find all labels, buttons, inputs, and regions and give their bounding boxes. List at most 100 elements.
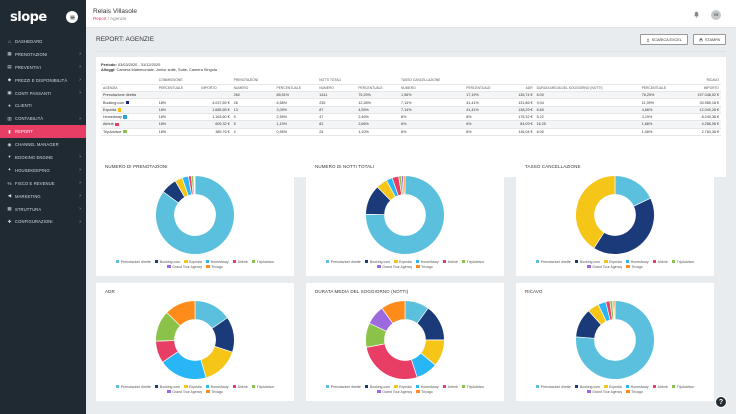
legend-item[interactable]: Grand Tour Agency bbox=[377, 264, 412, 269]
donut-slice-trivago[interactable] bbox=[166, 300, 196, 327]
legend-item[interactable]: Trivago bbox=[206, 389, 223, 394]
legend-item[interactable]: Expedia bbox=[604, 259, 622, 264]
sidebar-item-fisco-e-revenue[interactable]: % Fisco e revenue › bbox=[0, 177, 86, 190]
cell-pren-num: 260 bbox=[231, 91, 275, 100]
legend-item[interactable]: TripAdvisor bbox=[251, 259, 274, 264]
column-header[interactable]: Percentuale bbox=[274, 84, 318, 93]
column-header[interactable]: Importo bbox=[682, 84, 721, 93]
app-logo[interactable]: slope bbox=[10, 9, 47, 25]
donut-slice-airbnb[interactable] bbox=[365, 343, 418, 380]
legend-item[interactable]: HomeAway bbox=[625, 384, 649, 389]
donut-slice-prenotazioni-dirette[interactable] bbox=[575, 300, 655, 380]
sidebar-item-configurazioni[interactable]: ✚ Configurazioni › bbox=[0, 215, 86, 228]
column-header[interactable]: Numero bbox=[399, 84, 465, 93]
donut-slice-expedia[interactable] bbox=[200, 345, 233, 379]
legend-item[interactable]: Airbnb bbox=[652, 384, 668, 389]
donut-slice-booking-com[interactable] bbox=[593, 197, 655, 255]
column-header[interactable]: Importo bbox=[199, 84, 232, 93]
legend-item[interactable]: Expedia bbox=[184, 259, 202, 264]
legend-item[interactable]: Airbnb bbox=[442, 259, 458, 264]
avatar[interactable]: VS bbox=[711, 10, 721, 20]
legend-item[interactable]: Airbnb bbox=[442, 384, 458, 389]
donut-slice-trivago[interactable] bbox=[613, 300, 616, 320]
legend-item[interactable]: HomeAway bbox=[205, 384, 229, 389]
legend-item[interactable]: Grand Tour Agency bbox=[377, 389, 412, 394]
sidebar-item-housekeeping[interactable]: ✦ Housekeeping › bbox=[0, 164, 86, 177]
help-button[interactable]: ? bbox=[715, 396, 727, 408]
hotel-name[interactable]: Relais Villasole bbox=[93, 8, 137, 15]
legend-label: Expedia bbox=[189, 259, 202, 264]
legend-item[interactable]: Grand Tour Agency bbox=[167, 389, 202, 394]
legend-item[interactable]: Prenotazioni dirette bbox=[115, 384, 151, 389]
legend-item[interactable]: Expedia bbox=[604, 384, 622, 389]
chevron-right-icon: › bbox=[79, 51, 81, 58]
column-header[interactable]: Percentuale bbox=[156, 84, 200, 93]
sidebar-item-prezzi-e-disponibilit-[interactable]: ◆ Prezzi e disponibilità › bbox=[0, 74, 86, 87]
legend-item[interactable]: Trivago bbox=[626, 264, 643, 269]
sidebar-item-marketing[interactable]: ◀ Marketing › bbox=[0, 190, 86, 203]
donut-slice-trivago[interactable] bbox=[381, 300, 406, 324]
breadcrumb-root[interactable]: Report bbox=[93, 16, 107, 21]
donut-slice-trivago[interactable] bbox=[193, 175, 196, 195]
legend-item[interactable]: Trivago bbox=[626, 389, 643, 394]
legend-item[interactable]: Airbnb bbox=[652, 259, 668, 264]
sidebar-item-conti-passanti[interactable]: ▣ Conti passanti › bbox=[0, 87, 86, 100]
legend-item[interactable]: Trivago bbox=[416, 389, 433, 394]
legend-item[interactable]: TripAdvisor bbox=[671, 384, 694, 389]
sidebar-item-booking-engine[interactable]: ▾ Booking engine › bbox=[0, 151, 86, 164]
legend-item[interactable]: HomeAway bbox=[625, 259, 649, 264]
column-header[interactable]: Percentuale bbox=[464, 84, 507, 93]
legend-item[interactable]: Prenotazioni dirette bbox=[325, 259, 361, 264]
legend-item[interactable]: HomeAway bbox=[205, 259, 229, 264]
donut-slice-expedia[interactable] bbox=[575, 175, 616, 249]
sidebar-item-struttura[interactable]: ▩ Struttura › bbox=[0, 203, 86, 216]
legend-item[interactable]: Booking.com bbox=[364, 384, 390, 389]
legend-item[interactable]: Prenotazioni dirette bbox=[325, 384, 361, 389]
column-header[interactable]: Agenzia bbox=[101, 84, 157, 93]
download-excel-button[interactable]: Scarica excel bbox=[639, 34, 688, 45]
menu-toggle-button[interactable] bbox=[66, 11, 78, 23]
legend-item[interactable]: Expedia bbox=[184, 384, 202, 389]
legend-item[interactable]: Grand Tour Agency bbox=[167, 264, 202, 269]
legend-item[interactable]: TripAdvisor bbox=[461, 259, 484, 264]
donut-slice-trivago[interactable] bbox=[402, 175, 406, 195]
donut-slice-prenotazioni-dirette[interactable] bbox=[365, 175, 445, 255]
legend-item[interactable]: Expedia bbox=[394, 384, 412, 389]
legend-item[interactable]: Booking.com bbox=[574, 384, 600, 389]
legend-item[interactable]: Prenotazioni dirette bbox=[535, 259, 571, 264]
legend-item[interactable]: Trivago bbox=[206, 264, 223, 269]
print-button[interactable]: Stampa bbox=[692, 34, 726, 45]
column-header[interactable]: Percentuale bbox=[356, 84, 400, 93]
legend-item[interactable]: TripAdvisor bbox=[461, 384, 484, 389]
legend-item[interactable]: TripAdvisor bbox=[251, 384, 274, 389]
legend-item[interactable]: Airbnb bbox=[232, 384, 248, 389]
column-header[interactable]: ADR bbox=[506, 84, 535, 93]
legend-item[interactable]: Booking.com bbox=[154, 384, 180, 389]
legend-item[interactable]: HomeAway bbox=[415, 384, 439, 389]
sidebar-item-prenotazioni[interactable]: ▦ Prenotazioni › bbox=[0, 48, 86, 61]
sidebar-item-report[interactable]: ▮ Report bbox=[0, 125, 86, 139]
sidebar-item-channel-manager[interactable]: ◉ Channel manager bbox=[0, 138, 86, 151]
legend-item[interactable]: TripAdvisor bbox=[671, 259, 694, 264]
legend-item[interactable]: Booking.com bbox=[154, 259, 180, 264]
legend-item[interactable]: Trivago bbox=[416, 264, 433, 269]
column-header[interactable]: Numero bbox=[231, 84, 275, 93]
sidebar-item-clienti[interactable]: ● Clienti bbox=[0, 99, 86, 112]
sidebar-item-contabilit-[interactable]: ▥ Contabilità › bbox=[0, 112, 86, 125]
sidebar-item-preventivi[interactable]: ▤ Preventivi › bbox=[0, 61, 86, 74]
legend-item[interactable]: Booking.com bbox=[574, 259, 600, 264]
legend-item[interactable]: HomeAway bbox=[415, 259, 439, 264]
legend-item[interactable]: Grand Tour Agency bbox=[587, 264, 622, 269]
legend-item[interactable]: Booking.com bbox=[364, 259, 390, 264]
legend-item[interactable]: Airbnb bbox=[232, 259, 248, 264]
legend-item[interactable]: Prenotazioni dirette bbox=[535, 384, 571, 389]
sidebar-item-dashboard[interactable]: ⌂ Dashboard bbox=[0, 35, 86, 48]
column-header[interactable]: Numero bbox=[317, 84, 357, 93]
legend-item[interactable]: Prenotazioni dirette bbox=[115, 259, 151, 264]
legend-item[interactable]: Grand Tour Agency bbox=[587, 389, 622, 394]
legend-item[interactable]: Expedia bbox=[394, 259, 412, 264]
bell-icon[interactable] bbox=[693, 11, 700, 18]
column-header[interactable]: Percentuale bbox=[639, 84, 683, 93]
column-header[interactable]: Durata media del soggiorno (notti) bbox=[534, 84, 640, 93]
donut-slice-prenotazioni-dirette[interactable] bbox=[155, 175, 235, 255]
